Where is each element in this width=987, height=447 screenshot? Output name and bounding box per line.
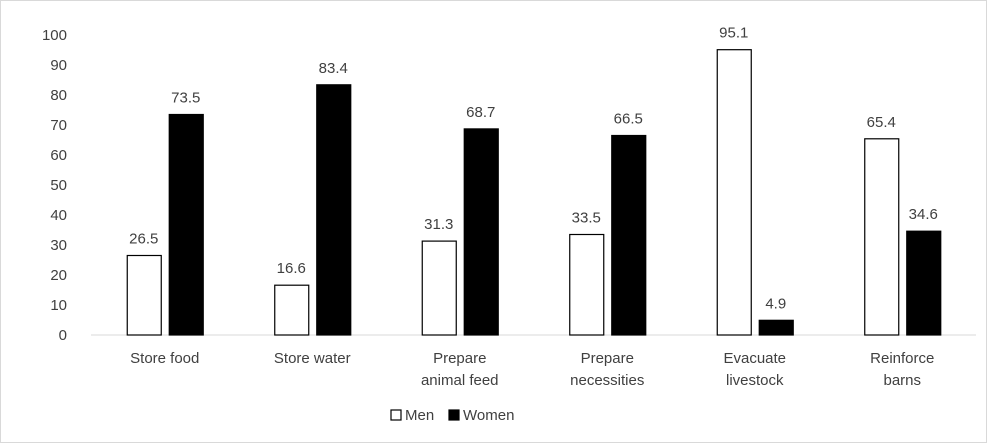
bar-women <box>758 319 794 336</box>
bar-men <box>864 138 900 336</box>
bars <box>126 49 942 336</box>
data-label: 34.6 <box>909 206 938 223</box>
bar-women <box>316 84 352 336</box>
x-tick-label: Reinforce <box>870 350 934 367</box>
data-label: 31.3 <box>424 216 453 233</box>
y-tick-label: 100 <box>42 27 67 44</box>
data-label: 65.4 <box>867 114 896 131</box>
bar-men <box>421 240 457 336</box>
data-labels: 26.5 73.5 16.6 83.4 31.3 68.7 33.5 66.5 95.1 4.9 6… <box>129 25 938 313</box>
legend-swatch-women <box>448 409 460 421</box>
bar-men <box>126 254 162 336</box>
y-tick-label: 0 <box>59 327 67 344</box>
x-tick-label: livestock <box>726 372 784 389</box>
legend-swatch-men <box>390 409 402 421</box>
x-tick-label: Evacuate <box>723 350 786 367</box>
legend-label-men: Men <box>405 407 434 424</box>
data-label: 66.5 <box>614 111 643 128</box>
data-label: 73.5 <box>171 90 200 107</box>
y-tick-label: 80 <box>50 87 67 104</box>
x-axis: Store food Store water Prepare animal feed P… <box>91 334 976 389</box>
x-tick-label: Prepare <box>433 350 486 367</box>
bar-women <box>906 230 942 336</box>
data-label: 26.5 <box>129 231 158 248</box>
bar-women <box>168 113 204 336</box>
data-label: 4.9 <box>765 295 786 312</box>
y-tick-label: 50 <box>50 177 67 194</box>
x-tick-label: barns <box>883 372 921 389</box>
y-tick-label: 60 <box>50 147 67 164</box>
y-tick-label: 90 <box>50 57 67 74</box>
x-tick-label: Store water <box>274 350 351 367</box>
x-tick-label: Prepare <box>581 350 634 367</box>
bar-men <box>716 49 752 336</box>
legend: Men Women <box>390 407 514 424</box>
data-label: 68.7 <box>466 104 495 121</box>
y-tick-label: 70 <box>50 117 67 134</box>
y-tick-label: 40 <box>50 207 67 224</box>
x-tick-label: Store food <box>130 350 199 367</box>
y-tick-label: 10 <box>50 297 67 314</box>
data-label: 33.5 <box>572 210 601 227</box>
data-label: 16.6 <box>277 260 306 277</box>
bar-men <box>569 233 605 336</box>
data-label: 95.1 <box>719 25 748 42</box>
bar-women <box>611 134 647 336</box>
bar-women <box>463 128 499 336</box>
x-tick-label: animal feed <box>421 372 499 389</box>
x-tick-label: necessities <box>570 372 644 389</box>
bar-men <box>274 284 310 336</box>
data-label: 83.4 <box>319 60 348 77</box>
y-axis: 0 10 20 30 40 50 60 70 80 90 100 <box>42 27 67 344</box>
legend-label-women: Women <box>463 407 514 424</box>
y-tick-label: 20 <box>50 267 67 284</box>
y-tick-label: 30 <box>50 237 67 254</box>
